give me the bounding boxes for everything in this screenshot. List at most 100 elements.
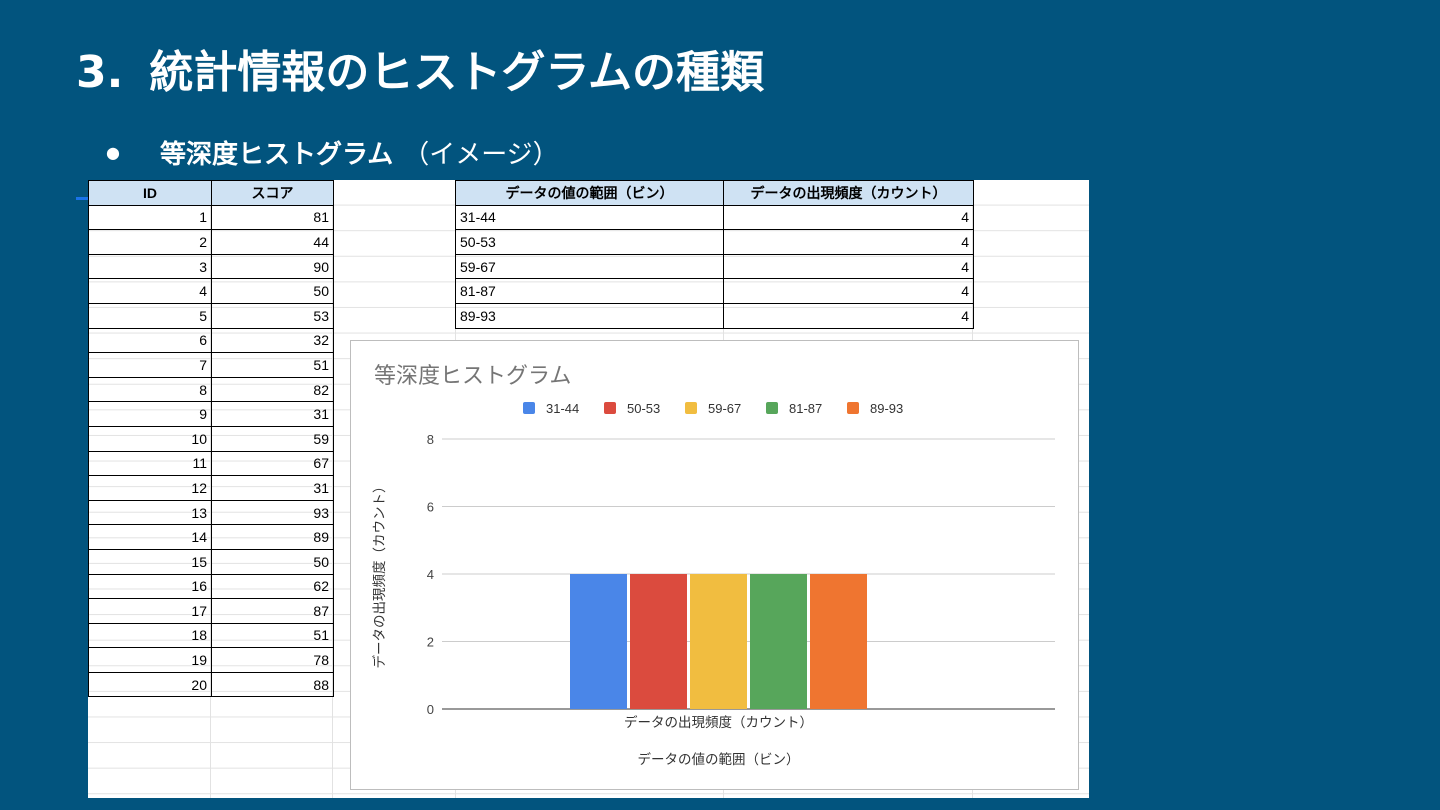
table-row: 6 32 [88, 327, 334, 354]
id-cell[interactable]: 6 [88, 327, 212, 354]
table-row: 14 89 [88, 524, 334, 550]
table-row: 5 53 [88, 302, 334, 329]
score-cell[interactable]: 82 [211, 376, 334, 403]
table-row: 19 78 [88, 647, 334, 673]
histogram-bar [750, 574, 807, 709]
score-cell[interactable]: 50 [211, 548, 334, 575]
score-cell[interactable]: 59 [211, 425, 334, 452]
score-cell[interactable]: 44 [211, 229, 334, 255]
id-cell[interactable]: 5 [88, 302, 212, 329]
score-cell[interactable]: 51 [211, 352, 334, 378]
score-cell[interactable]: 50 [211, 278, 334, 304]
score-cell[interactable]: 53 [211, 302, 334, 329]
id-cell[interactable]: 17 [88, 598, 212, 624]
id-cell[interactable]: 14 [88, 524, 212, 550]
bin-range-cell[interactable]: 50-53 [455, 229, 724, 255]
score-cell[interactable]: 78 [211, 647, 334, 673]
table-row: 12 31 [88, 475, 334, 501]
id-cell[interactable]: 12 [88, 475, 212, 501]
id-cell[interactable]: 8 [88, 376, 212, 403]
legend-label: 31-44 [546, 401, 579, 416]
id-cell[interactable]: 1 [88, 204, 212, 231]
histogram-chart[interactable]: 等深度ヒストグラム 0 2 4 6 8 31-44 50-53 59-67 81-87 89-93 デ… [350, 340, 1079, 790]
bin-range-cell[interactable]: 59-67 [455, 253, 724, 280]
legend-swatch [604, 402, 616, 414]
count-cell[interactable]: 4 [723, 204, 974, 231]
count-cell[interactable]: 4 [723, 302, 974, 329]
score-cell[interactable]: 90 [211, 253, 334, 280]
y-tick-label: 2 [427, 635, 434, 650]
legend-label: 89-93 [870, 401, 903, 416]
score-cell[interactable]: 31 [211, 401, 334, 427]
score-cell[interactable]: 88 [211, 671, 334, 698]
id-cell[interactable]: 10 [88, 425, 212, 452]
count-cell[interactable]: 4 [723, 229, 974, 255]
count-cell[interactable]: 4 [723, 253, 974, 280]
y-tick-label: 0 [427, 702, 434, 717]
legend-swatch [523, 402, 535, 414]
chart-title: 等深度ヒストグラム [374, 363, 571, 388]
id-cell[interactable]: 3 [88, 253, 212, 280]
id-cell[interactable]: 18 [88, 622, 212, 649]
score-cell[interactable]: 62 [211, 573, 334, 600]
bin-table: データの値の範囲（ビン） データの出現頻度（カウント） 31-44 4 50-53 4… [455, 180, 974, 329]
bin-range-cell[interactable]: 89-93 [455, 302, 724, 329]
y-tick-label: 6 [427, 500, 434, 515]
y-tick-label: 8 [427, 432, 434, 447]
score-cell[interactable]: 81 [211, 204, 334, 231]
id-cell[interactable]: 20 [88, 671, 212, 698]
id-cell[interactable]: 19 [88, 647, 212, 673]
score-cell[interactable]: 67 [211, 450, 334, 477]
bin-range-cell[interactable]: 81-87 [455, 278, 724, 304]
table-row: 3 90 [88, 253, 334, 280]
count-cell[interactable]: 4 [723, 278, 974, 304]
table-row: 20 88 [88, 671, 334, 698]
score-cell[interactable]: 87 [211, 598, 334, 624]
legend-label: 81-87 [789, 401, 822, 416]
legend-label: 50-53 [627, 401, 660, 416]
histogram-bar [810, 574, 867, 709]
header-id[interactable]: ID [88, 180, 212, 206]
bullet-dot-icon: ● [106, 143, 120, 162]
header-bin-range[interactable]: データの値の範囲（ビン） [455, 180, 724, 206]
y-tick-label: 4 [427, 567, 434, 582]
id-cell[interactable]: 9 [88, 401, 212, 427]
table-row: 2 44 [88, 229, 334, 255]
histogram-bar [630, 574, 687, 709]
table-row: 8 82 [88, 376, 334, 403]
table-row: 31-44 4 [455, 204, 974, 231]
table-row: 1 81 [88, 204, 334, 231]
table-row: 10 59 [88, 425, 334, 452]
header-score[interactable]: スコア [211, 180, 334, 206]
table-row: 11 67 [88, 450, 334, 477]
score-cell[interactable]: 32 [211, 327, 334, 354]
header-count[interactable]: データの出現頻度（カウント） [723, 180, 974, 206]
id-cell[interactable]: 7 [88, 352, 212, 378]
x-category-label: データの出現頻度（カウント） [624, 714, 813, 730]
slide-title: 3. 統計情報のヒストグラムの種類 [76, 36, 764, 100]
bullet-light-text: （イメージ） [403, 140, 559, 170]
id-cell[interactable]: 11 [88, 450, 212, 477]
table-row: 81-87 4 [455, 278, 974, 304]
table-row: 17 87 [88, 598, 334, 624]
table-row: 89-93 4 [455, 302, 974, 329]
id-cell[interactable]: 15 [88, 548, 212, 575]
table-row: 59-67 4 [455, 253, 974, 280]
score-cell[interactable]: 89 [211, 524, 334, 550]
score-cell[interactable]: 93 [211, 499, 334, 526]
table-row: 13 93 [88, 499, 334, 526]
id-cell[interactable]: 16 [88, 573, 212, 600]
legend-swatch [847, 402, 859, 414]
accent-line [76, 197, 90, 200]
bin-range-cell[interactable]: 31-44 [455, 204, 724, 231]
table-row: 18 51 [88, 622, 334, 649]
id-cell[interactable]: 4 [88, 278, 212, 304]
table-row: 16 62 [88, 573, 334, 600]
id-cell[interactable]: 13 [88, 499, 212, 526]
score-cell[interactable]: 51 [211, 622, 334, 649]
title-number: 3. [76, 47, 124, 98]
id-cell[interactable]: 2 [88, 229, 212, 255]
table-row: 4 50 [88, 278, 334, 304]
histogram-bar [570, 574, 627, 709]
score-cell[interactable]: 31 [211, 475, 334, 501]
